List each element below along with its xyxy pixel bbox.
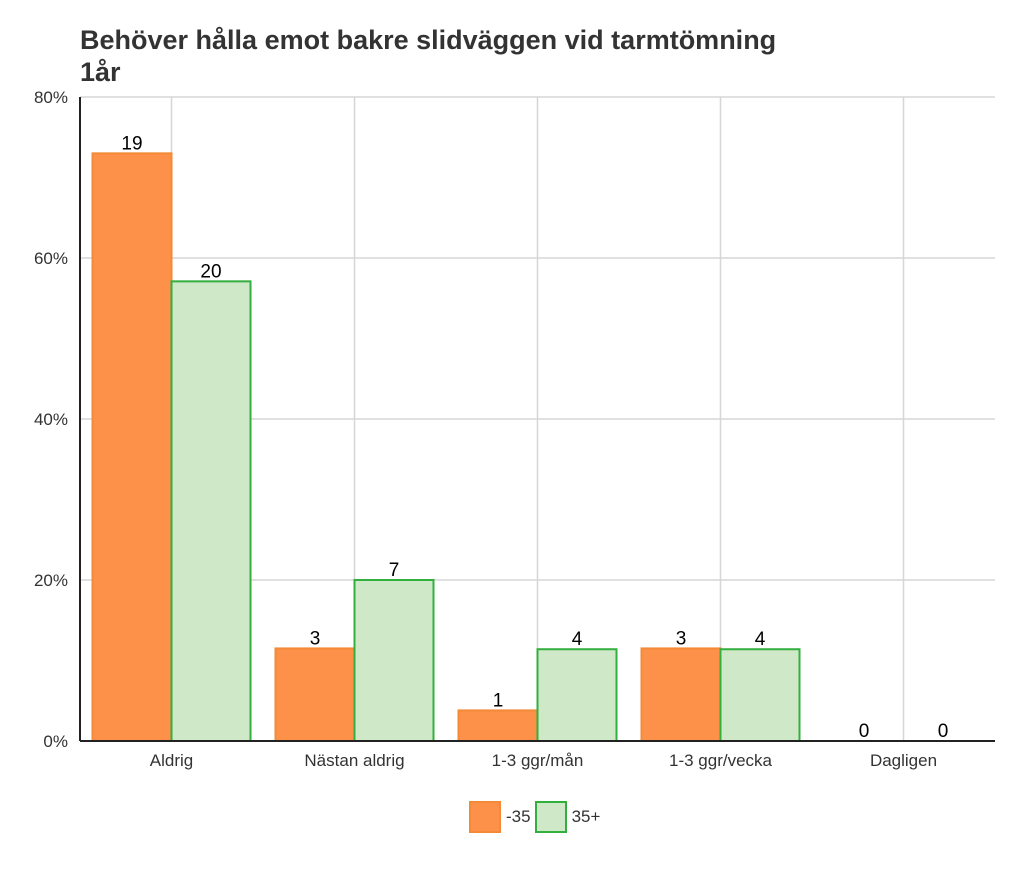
x-tick-label: 1-3 ggr/mån	[492, 751, 584, 770]
data-label: 0	[859, 721, 870, 742]
bar-series-2	[719, 648, 801, 742]
data-label: 4	[755, 629, 766, 650]
legend-swatch-series-2	[534, 801, 567, 833]
data-label: 1	[493, 690, 504, 711]
y-tick-label: 40%	[34, 410, 68, 429]
bar-series-2	[536, 648, 618, 742]
bar-series-1	[640, 647, 722, 742]
data-label: 19	[121, 133, 142, 154]
x-tick-label: 1-3 ggr/vecka	[669, 751, 773, 770]
data-label: 0	[938, 721, 949, 742]
legend: -35 35+	[469, 801, 604, 833]
x-tick-label: Aldrig	[150, 751, 193, 770]
labels: 0% 20% 40% 60% 80% 19 3 1 3 0 20 7 4 4 0 Aldrig Nästan a…	[34, 88, 948, 770]
x-tick-label: Dagligen	[870, 751, 937, 770]
data-label: 4	[572, 629, 583, 650]
legend-label-series-1: -35	[506, 807, 531, 826]
legend-label-series-2: 35+	[571, 807, 601, 826]
y-tick-label: 80%	[34, 88, 68, 107]
chart-subtitle: 1år	[80, 57, 121, 87]
bars	[91, 152, 801, 743]
x-tick-label: Nästan aldrig	[304, 751, 404, 770]
y-tick-label: 20%	[34, 571, 68, 590]
data-label: 3	[676, 628, 687, 649]
data-label: 20	[200, 261, 221, 282]
bar-series-1	[274, 647, 356, 742]
data-label: 3	[310, 628, 321, 649]
legend-item-series-1: -35	[469, 801, 531, 833]
legend-item-series-2: 35+	[534, 801, 601, 833]
chart-title-text: Behöver hålla emot bakre slidväggen vid …	[80, 25, 777, 55]
y-tick-label: 0%	[43, 732, 68, 751]
y-tick-label: 60%	[34, 249, 68, 268]
bar-series-1	[457, 709, 539, 742]
bar-series-1	[91, 152, 173, 743]
axes	[79, 97, 995, 742]
data-label: 7	[389, 560, 400, 581]
bar-series-2	[353, 579, 435, 742]
chart-title: Behöver hålla emot bakre slidväggen vid …	[80, 24, 776, 88]
legend-swatch-series-1	[469, 801, 501, 833]
bar-series-2	[170, 280, 252, 742]
